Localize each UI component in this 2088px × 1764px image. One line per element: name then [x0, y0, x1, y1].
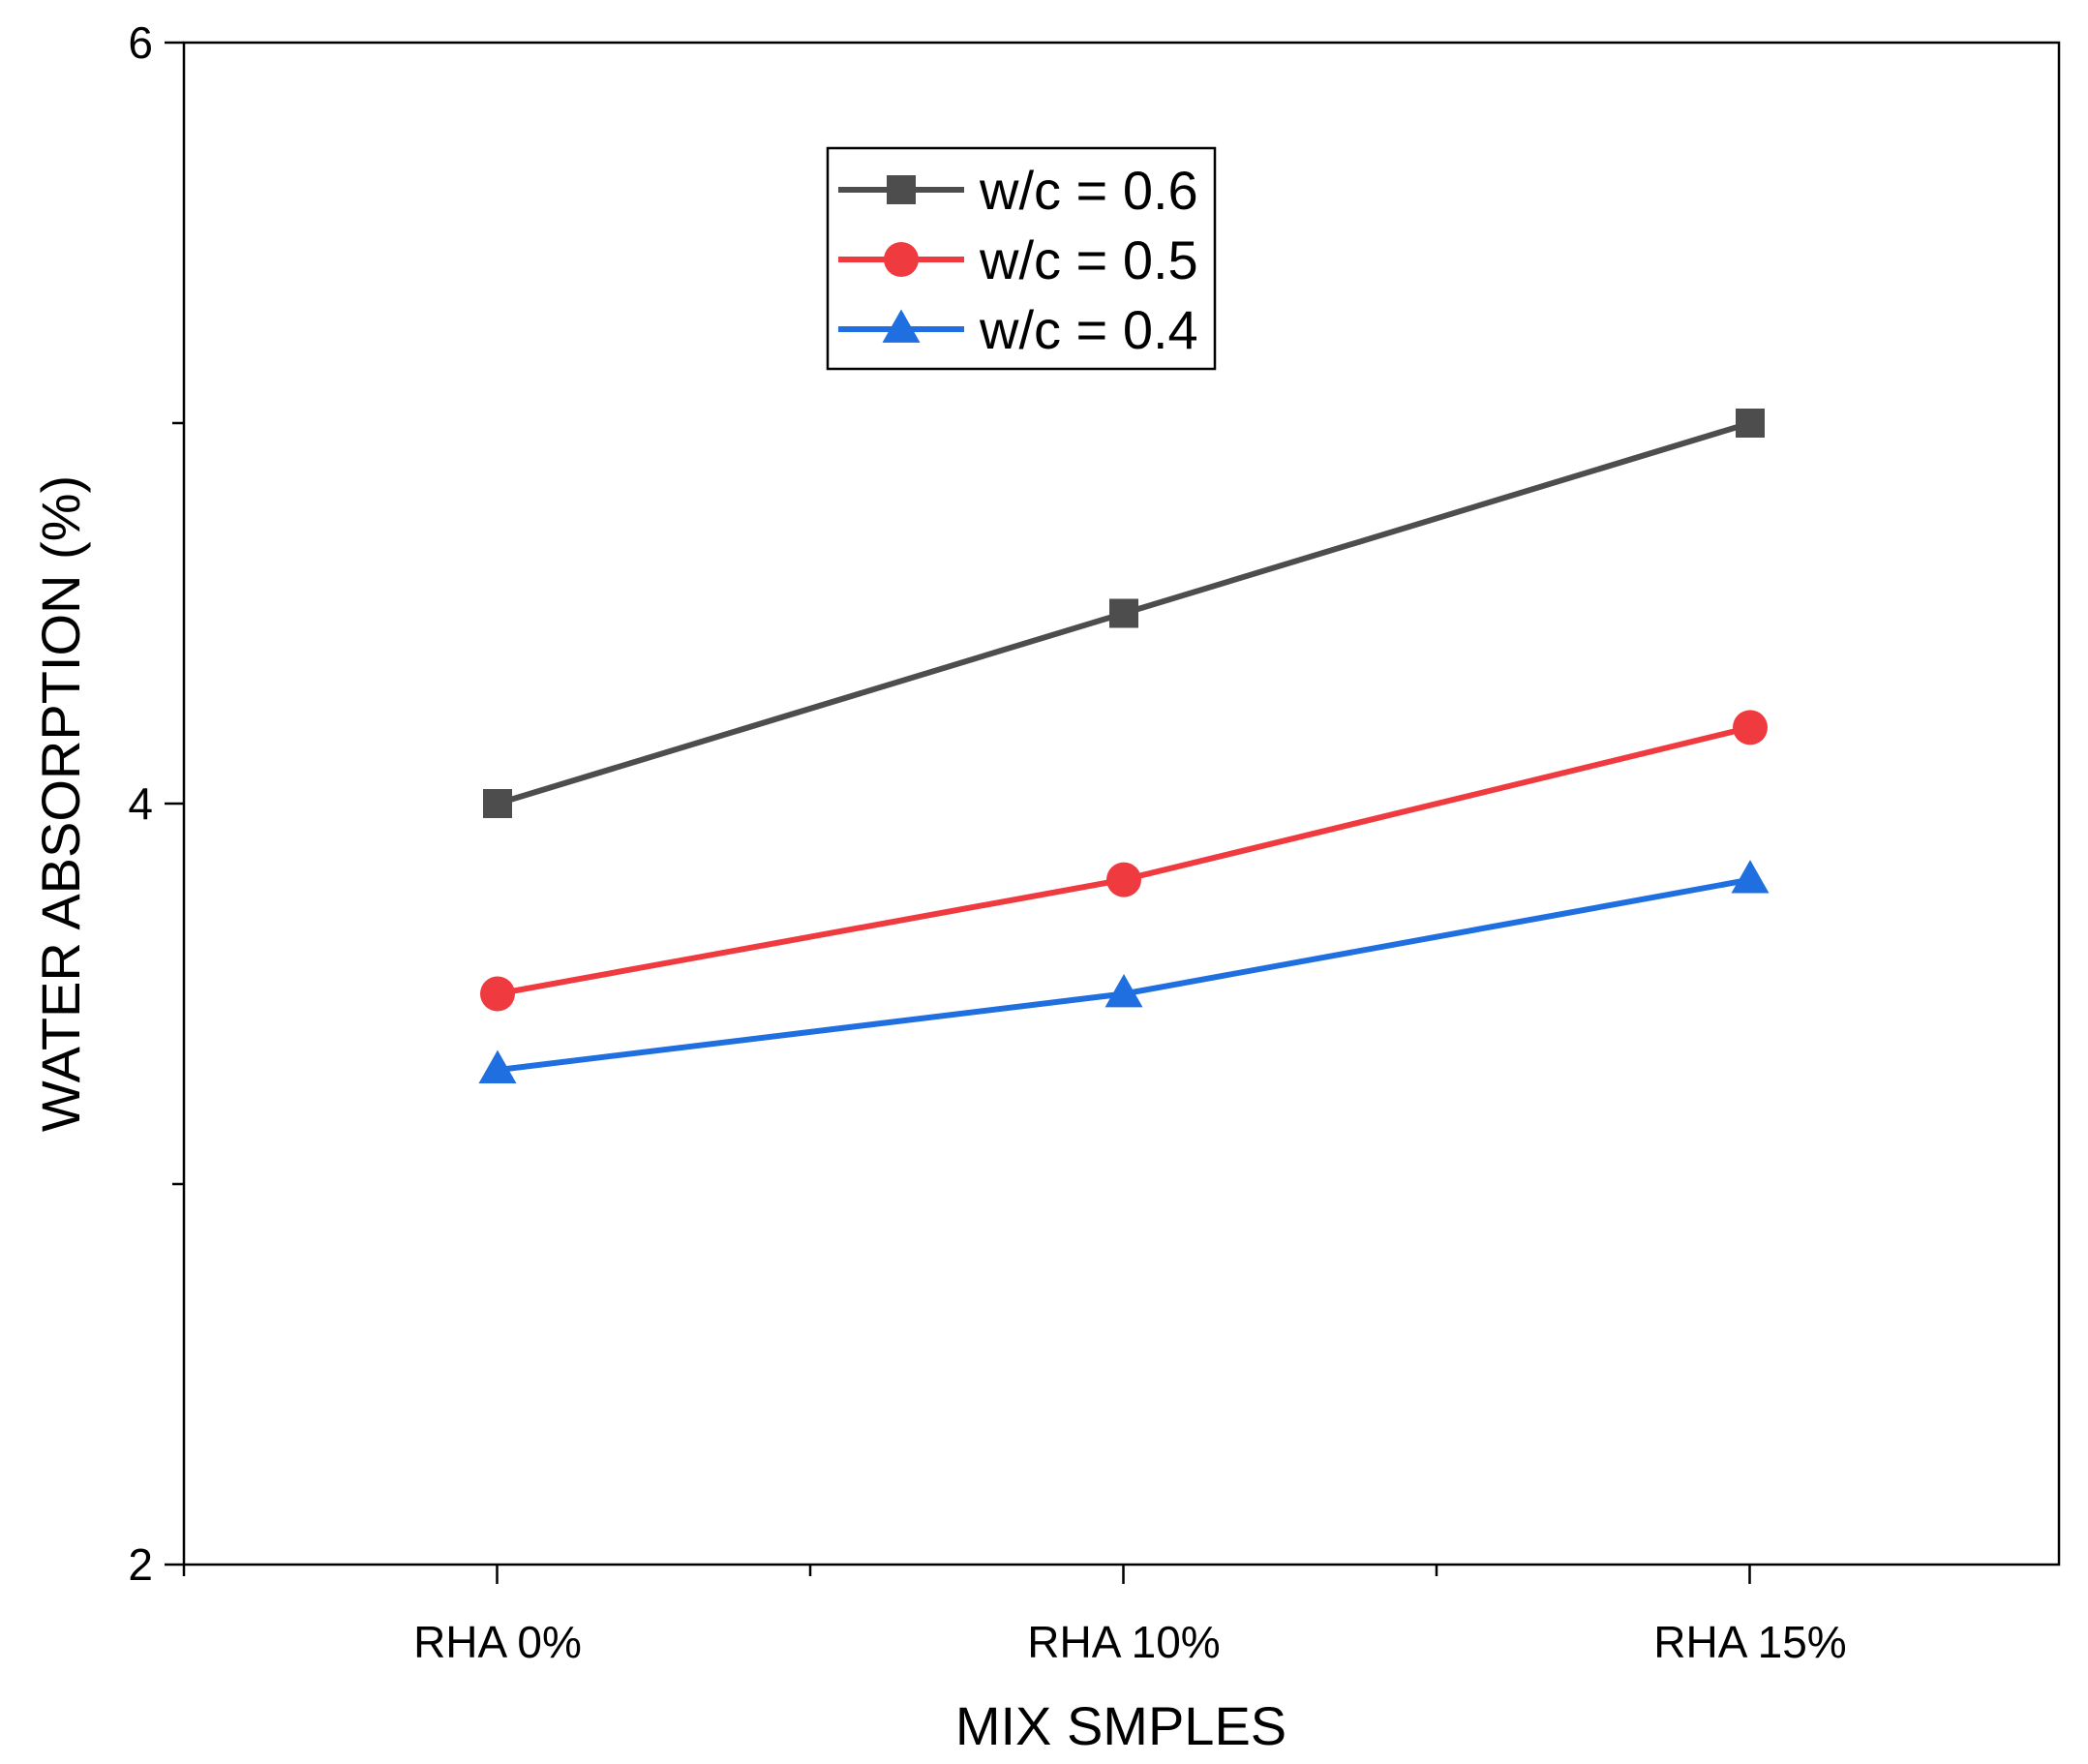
legend-label-2: w/c = 0.5: [979, 229, 1198, 290]
x-tick-label: RHA 15%: [1653, 1617, 1846, 1667]
data-point-series-1: [1109, 598, 1138, 628]
legend: w/c = 0.6 w/c = 0.5 w/c = 0.4: [826, 146, 1217, 371]
data-point-series-1: [483, 789, 512, 818]
data-point-series-3: [1731, 860, 1770, 894]
x-tick-label: RHA 0%: [413, 1617, 582, 1667]
series-markers: [478, 409, 1770, 1083]
series-line-2: [497, 724, 1751, 997]
data-point-series-2: [480, 976, 515, 1012]
legend-marker-2: [884, 242, 919, 277]
data-point-series-3: [478, 1049, 517, 1083]
y-axis-title: WATER ABSORPTION (%): [30, 475, 91, 1132]
data-point-series-2: [1106, 862, 1141, 897]
legend-marker-3: [882, 309, 921, 343]
data-point-series-3: [1105, 974, 1143, 1008]
y-tick-label: 2: [128, 1539, 153, 1590]
legend-label-3: w/c = 0.4: [979, 299, 1198, 360]
y-tick-label: 6: [128, 17, 153, 68]
data-point-series-2: [1733, 710, 1768, 745]
data-point-series-1: [1736, 409, 1765, 438]
legend-label-1: w/c = 0.6: [979, 160, 1198, 221]
tick-labels: 2 4 6 RHA 0% RHA 10% RHA 15%: [128, 17, 1846, 1667]
series-lines: [497, 420, 1751, 1074]
x-tick-label: RHA 10%: [1027, 1617, 1220, 1667]
x-axis-title: MIX SMPLES: [955, 1695, 1286, 1756]
axis-ticks: [165, 41, 1751, 1584]
y-tick-label: 4: [128, 778, 153, 829]
legend-marker-1: [887, 175, 916, 204]
